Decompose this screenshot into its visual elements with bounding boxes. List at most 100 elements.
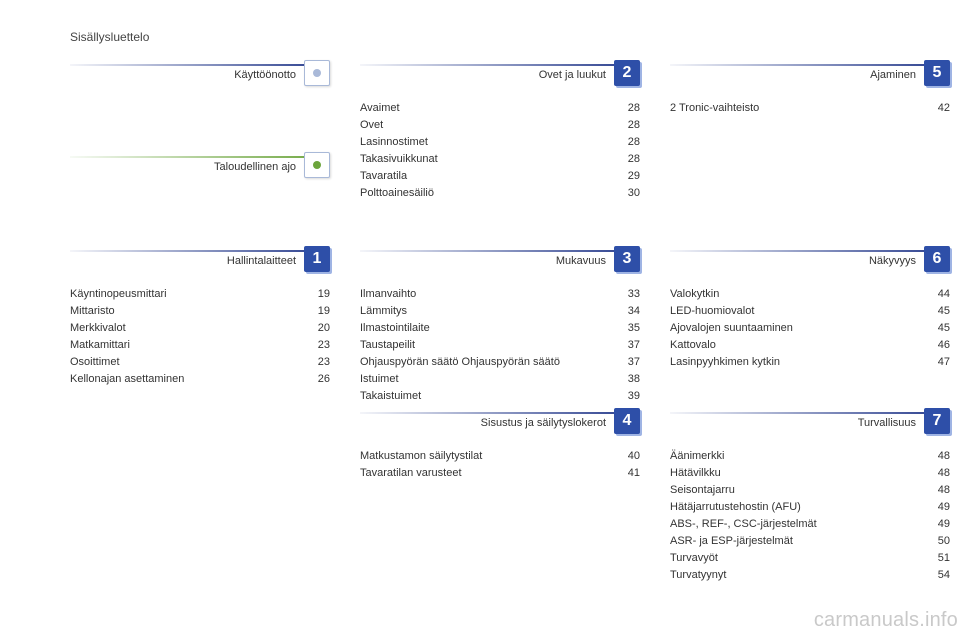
page-title: Sisällysluettelo [70,30,930,44]
toc-item-label: Osoittimet [70,354,120,371]
toc-item-label: Hätäjarrutustehostin (AFU) [670,499,801,516]
section-title: Sisustus ja säilytyslokerot [481,417,606,429]
section-title: Ovet ja luukut [539,69,606,81]
toc-item: Istuimet 38 [360,371,640,388]
toc-item-page: 26 [318,371,330,388]
toc-item-page: 49 [938,499,950,516]
toc-item-label: Avaimet [360,100,400,117]
toc-item-label: Ilmanvaihto [360,286,416,303]
section-title: Mukavuus [556,255,606,267]
toc-item-page: 50 [938,533,950,550]
toc-item: ASR- ja ESP-järjestelmät 50 [670,533,950,550]
toc-item: Ohjauspyörän säätö Ohjauspyörän säätö 37 [360,354,640,371]
cell-r3-c3: Turvallisuus 7 Äänimerkki48Hätävilkku48S… [670,412,950,584]
toc-item-label: Ajovalojen suuntaaminen [670,320,793,337]
toc-list: Valokytkin 44LED-huomiovalot45Ajovalojen … [670,286,950,371]
watermark: carmanuals.info [814,609,958,632]
toc-item-page: 20 [318,320,330,337]
toc-item-label: Merkkivalot [70,320,126,337]
toc-item: Ilmastointilaite35 [360,320,640,337]
toc-item-label: Turvavyöt [670,550,718,567]
intro-icon [304,60,330,86]
toc-item-page: 37 [628,354,640,371]
toc-item: LED-huomiovalot45 [670,303,950,320]
chapter-number-badge: 5 [924,60,950,86]
toc-item-label: ABS-, REF-, CSC-järjestelmät [670,516,817,533]
row-2: Hallintalaitteet 1 Käyntinopeusmittari19… [70,250,940,405]
toc-item: 2 Tronic-vaihteisto42 [670,100,950,117]
toc-item-page: 44 [938,286,950,303]
toc-list: 2 Tronic-vaihteisto42 [670,100,950,117]
toc-item-page: 54 [938,567,950,584]
toc-item: Kattovalo46 [670,337,950,354]
toc-item: Tavaratila29 [360,168,640,185]
toc-item-label: Valokytkin [670,286,719,303]
toc-item-page: 45 [938,303,950,320]
section-head-kayttoonotto: Käyttöönotto [70,64,330,92]
toc-item-label: Tavaratila [360,168,407,185]
toc-item-label: Ilmastointilaite [360,320,430,337]
toc-item-page: 46 [938,337,950,354]
toc-item: Lasinnostimet28 [360,134,640,151]
chapter-number-badge: 3 [614,246,640,272]
section-head-sisustus: Sisustus ja säilytyslokerot 4 [360,412,640,440]
toc-item: Kellonajan asettaminen26 [70,371,330,388]
toc-item-page: 28 [628,100,640,117]
section-title: Hallintalaitteet [227,255,296,267]
toc-item-label: Matkamittari [70,337,130,354]
rule [670,250,950,252]
toc-item-page: 49 [938,516,950,533]
toc-item-label: Taustapeilit [360,337,415,354]
chapter-number-badge: 1 [304,246,330,272]
toc-item: Ovet28 [360,117,640,134]
rule [70,156,330,158]
section-title: Käyttöönotto [234,69,296,81]
toc-item: Matkustamon säilytystilat 40 [360,448,640,465]
rule [670,412,950,414]
section-head-ovet: Ovet ja luukut 2 [360,64,640,92]
toc-item-label: Ohjauspyörän säätö Ohjauspyörän säätö [360,354,560,371]
page: Sisällysluettelo Käyttöönotto Taloudelli… [0,0,960,640]
toc-item: Matkamittari23 [70,337,330,354]
toc-item-page: 41 [628,465,640,482]
toc-item-page: 37 [628,337,640,354]
toc-item-page: 45 [938,320,950,337]
eco-icon [304,152,330,178]
toc-item: Takaistuimet39 [360,388,640,405]
toc-item-label: Ovet [360,117,383,134]
cell-r1-c3: Ajaminen 5 2 Tronic-vaihteisto42 [670,64,950,202]
toc-item-page: 48 [938,465,950,482]
toc-item-label: Käyntinopeusmittari [70,286,167,303]
toc-item-page: 47 [938,354,950,371]
section-title: Taloudellinen ajo [214,161,296,173]
toc-item-page: 28 [628,151,640,168]
chapter-number-badge: 4 [614,408,640,434]
section-head-taloudellinen: Taloudellinen ajo [70,156,330,184]
toc-item-label: ASR- ja ESP-järjestelmät [670,533,793,550]
section-title: Näkyvyys [869,255,916,267]
toc-list: Käyntinopeusmittari19Mittaristo19Merkkiv… [70,286,330,388]
toc-item-page: 42 [938,100,950,117]
toc-item-label: Tavaratilan varusteet [360,465,462,482]
toc-item: Taustapeilit 37 [360,337,640,354]
toc-item-label: Äänimerkki [670,448,724,465]
section-head-ajaminen: Ajaminen 5 [670,64,950,92]
toc-item-page: 38 [628,371,640,388]
toc-item-label: Polttoainesäiliö [360,185,434,202]
toc-item-page: 40 [628,448,640,465]
toc-item: Lämmitys34 [360,303,640,320]
toc-list: Ilmanvaihto33Lämmitys34Ilmastointilaite3… [360,286,640,405]
cell-r3-c1 [70,412,330,584]
toc-item: Käyntinopeusmittari 19 [70,286,330,303]
toc-item: ABS-, REF-, CSC-järjestelmät 49 [670,516,950,533]
toc-item: Merkkivalot 20 [70,320,330,337]
section-head-mukavuus: Mukavuus 3 [360,250,640,278]
toc-item-label: Matkustamon säilytystilat [360,448,482,465]
toc-item: Takasivuikkunat28 [360,151,640,168]
cell-r2-c1: Hallintalaitteet 1 Käyntinopeusmittari19… [70,250,330,405]
toc-item-page: 19 [318,286,330,303]
toc-item: Äänimerkki48 [670,448,950,465]
toc-item-label: Istuimet [360,371,399,388]
toc-item-page: 19 [318,303,330,320]
toc-item-label: Hätävilkku [670,465,721,482]
